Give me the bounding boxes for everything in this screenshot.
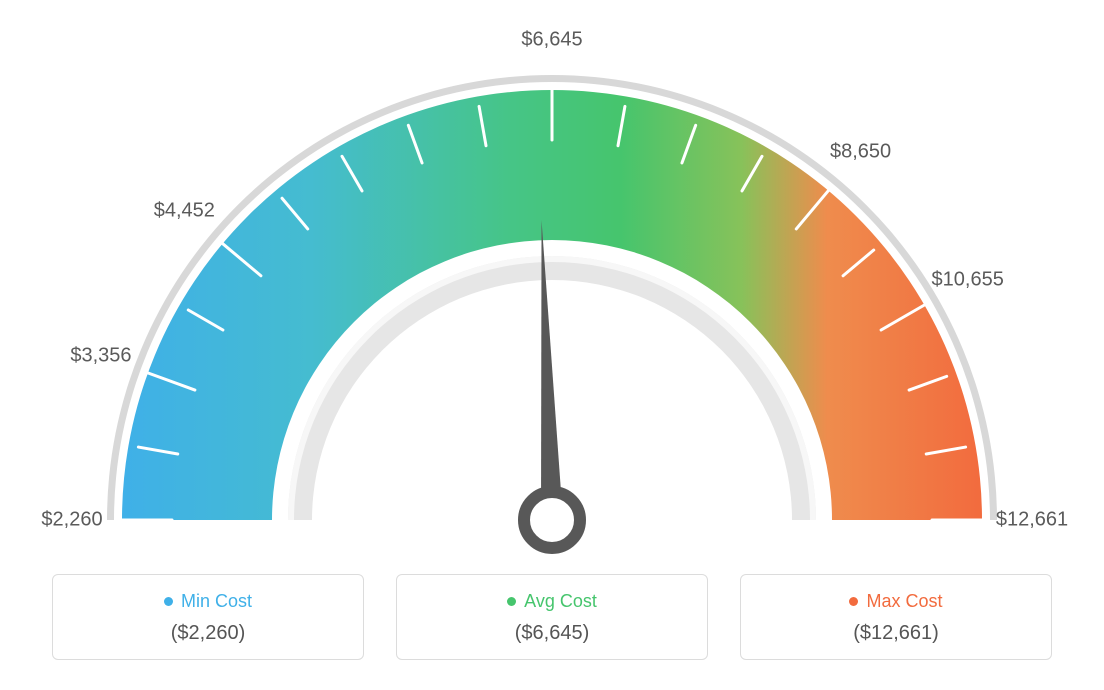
- gauge-tick-label: $10,655: [932, 269, 1004, 292]
- gauge-tick-label: $2,260: [41, 509, 102, 532]
- legend-card-avg: Avg Cost ($6,645): [396, 574, 708, 660]
- legend-label-min: Min Cost: [181, 591, 252, 612]
- gauge-tick-label: $3,356: [70, 344, 131, 367]
- gauge-area: $2,260 $3,356 $4,452 $6,645 $8,650 $10,655 $12…: [0, 0, 1104, 560]
- gauge-tick-label: $4,452: [154, 200, 215, 223]
- legend-value-min: ($2,260): [63, 622, 353, 645]
- legend-value-max: ($12,661): [751, 622, 1041, 645]
- legend-label-avg: Avg Cost: [524, 591, 597, 612]
- gauge-tick-label: $12,661: [996, 509, 1068, 532]
- legend-dot-max: [849, 597, 858, 606]
- gauge-tick-label: $8,650: [830, 141, 891, 164]
- legend-card-min: Min Cost ($2,260): [52, 574, 364, 660]
- legend-card-max: Max Cost ($12,661): [740, 574, 1052, 660]
- chart-container: $2,260 $3,356 $4,452 $6,645 $8,650 $10,655 $12…: [0, 0, 1104, 690]
- legend-dot-min: [164, 597, 173, 606]
- legend-value-avg: ($6,645): [407, 622, 697, 645]
- gauge-tick-label: $6,645: [521, 29, 582, 52]
- legend-dot-avg: [507, 597, 516, 606]
- legend-row: Min Cost ($2,260) Avg Cost ($6,645) Max …: [52, 574, 1052, 660]
- legend-card-max-top: Max Cost: [751, 591, 1041, 612]
- legend-card-min-top: Min Cost: [63, 591, 353, 612]
- legend-label-max: Max Cost: [866, 591, 942, 612]
- legend-card-avg-top: Avg Cost: [407, 591, 697, 612]
